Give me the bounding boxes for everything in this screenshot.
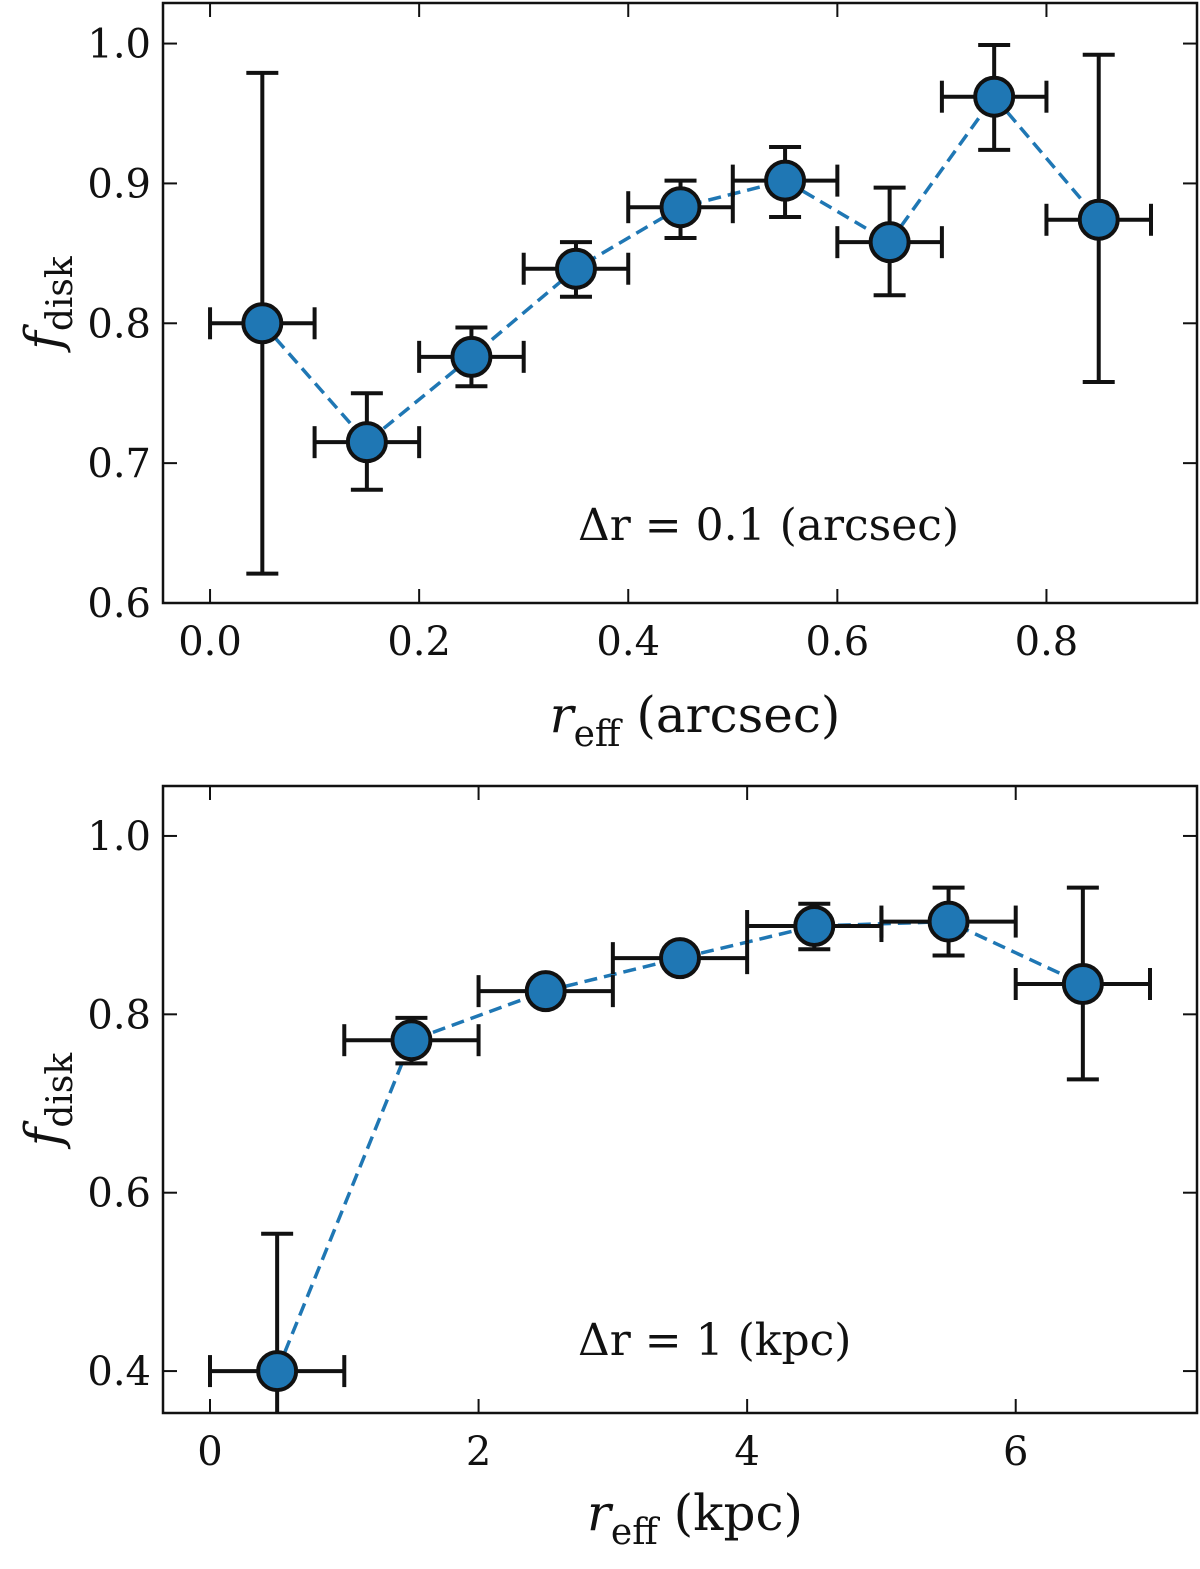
axes-frame bbox=[161, 1, 1199, 605]
data-point bbox=[241, 302, 284, 345]
x-label-unit: (arcsec) bbox=[620, 686, 840, 744]
plot-area bbox=[208, 42, 1153, 576]
x-tick-label: 0.2 bbox=[387, 619, 451, 665]
annotation: Δr = 1 (kpc) bbox=[578, 1315, 851, 1366]
data-point bbox=[973, 75, 1016, 118]
y-tick-label: 0.9 bbox=[87, 161, 151, 207]
data-point bbox=[450, 335, 493, 378]
x-axis-label: reff (arcsec) bbox=[550, 686, 841, 755]
x-label-sub: eff bbox=[611, 1512, 660, 1553]
y-tick-label: 0.6 bbox=[87, 1171, 151, 1217]
x-tick-label: 0.0 bbox=[178, 619, 242, 665]
x-tick-label: 0.8 bbox=[1015, 619, 1079, 665]
x-label-sub: eff bbox=[574, 714, 623, 755]
data-point bbox=[793, 905, 836, 948]
x-tick-label: 0.6 bbox=[806, 619, 870, 665]
y-tick-label: 0.7 bbox=[87, 441, 151, 487]
x-tick-label: 2 bbox=[466, 1429, 491, 1475]
panel-bottom: Δr = 1 (kpc) 0 2 4 6 0.4 0.6 0.8 1.0 reff (kpc) f… bbox=[14, 784, 1199, 1553]
data-point bbox=[345, 421, 388, 464]
data-point bbox=[390, 1019, 433, 1062]
y-tick-label: 1.0 bbox=[87, 22, 151, 68]
y-axis-label: fdisk bbox=[14, 1052, 81, 1151]
y-tick-label: 0.4 bbox=[87, 1349, 151, 1395]
data-point bbox=[659, 186, 702, 229]
plot-area bbox=[208, 885, 1152, 1413]
y-label-sub: disk bbox=[40, 255, 81, 331]
y-axis-label: fdisk bbox=[14, 255, 81, 354]
panel-top: Δr = 0.1 (arcsec) 0.0 0.2 0.4 0.6 0.8 0.6 0.7 0… bbox=[14, 1, 1199, 755]
x-label-var: r bbox=[550, 686, 577, 744]
x-tick-label: 0 bbox=[197, 1429, 222, 1475]
x-label-var: r bbox=[587, 1484, 614, 1542]
data-point bbox=[554, 247, 597, 290]
x-label-unit: (kpc) bbox=[658, 1484, 803, 1542]
data-point bbox=[1061, 963, 1104, 1005]
y-tick-label: 0.6 bbox=[87, 581, 151, 627]
series-line bbox=[275, 919, 1084, 1372]
data-point bbox=[927, 900, 970, 943]
y-label-sub: disk bbox=[40, 1052, 81, 1128]
data-point bbox=[868, 221, 911, 264]
data-point bbox=[764, 159, 807, 202]
data-point bbox=[524, 970, 567, 1013]
y-tick-label: 0.8 bbox=[87, 301, 151, 347]
x-tick-label: 4 bbox=[734, 1429, 759, 1475]
data-point bbox=[1077, 198, 1120, 241]
y-tick-label: 1.0 bbox=[87, 814, 151, 860]
axes-frame bbox=[161, 784, 1199, 1415]
y-tick-label: 0.8 bbox=[87, 992, 151, 1038]
x-axis-label: reff (kpc) bbox=[587, 1484, 803, 1553]
data-point bbox=[659, 937, 701, 980]
x-tick-label: 0.4 bbox=[596, 619, 660, 665]
annotation: Δr = 0.1 (arcsec) bbox=[578, 500, 959, 551]
series-line bbox=[261, 93, 1101, 445]
x-tick-label: 6 bbox=[1003, 1429, 1028, 1475]
data-point bbox=[256, 1350, 299, 1393]
